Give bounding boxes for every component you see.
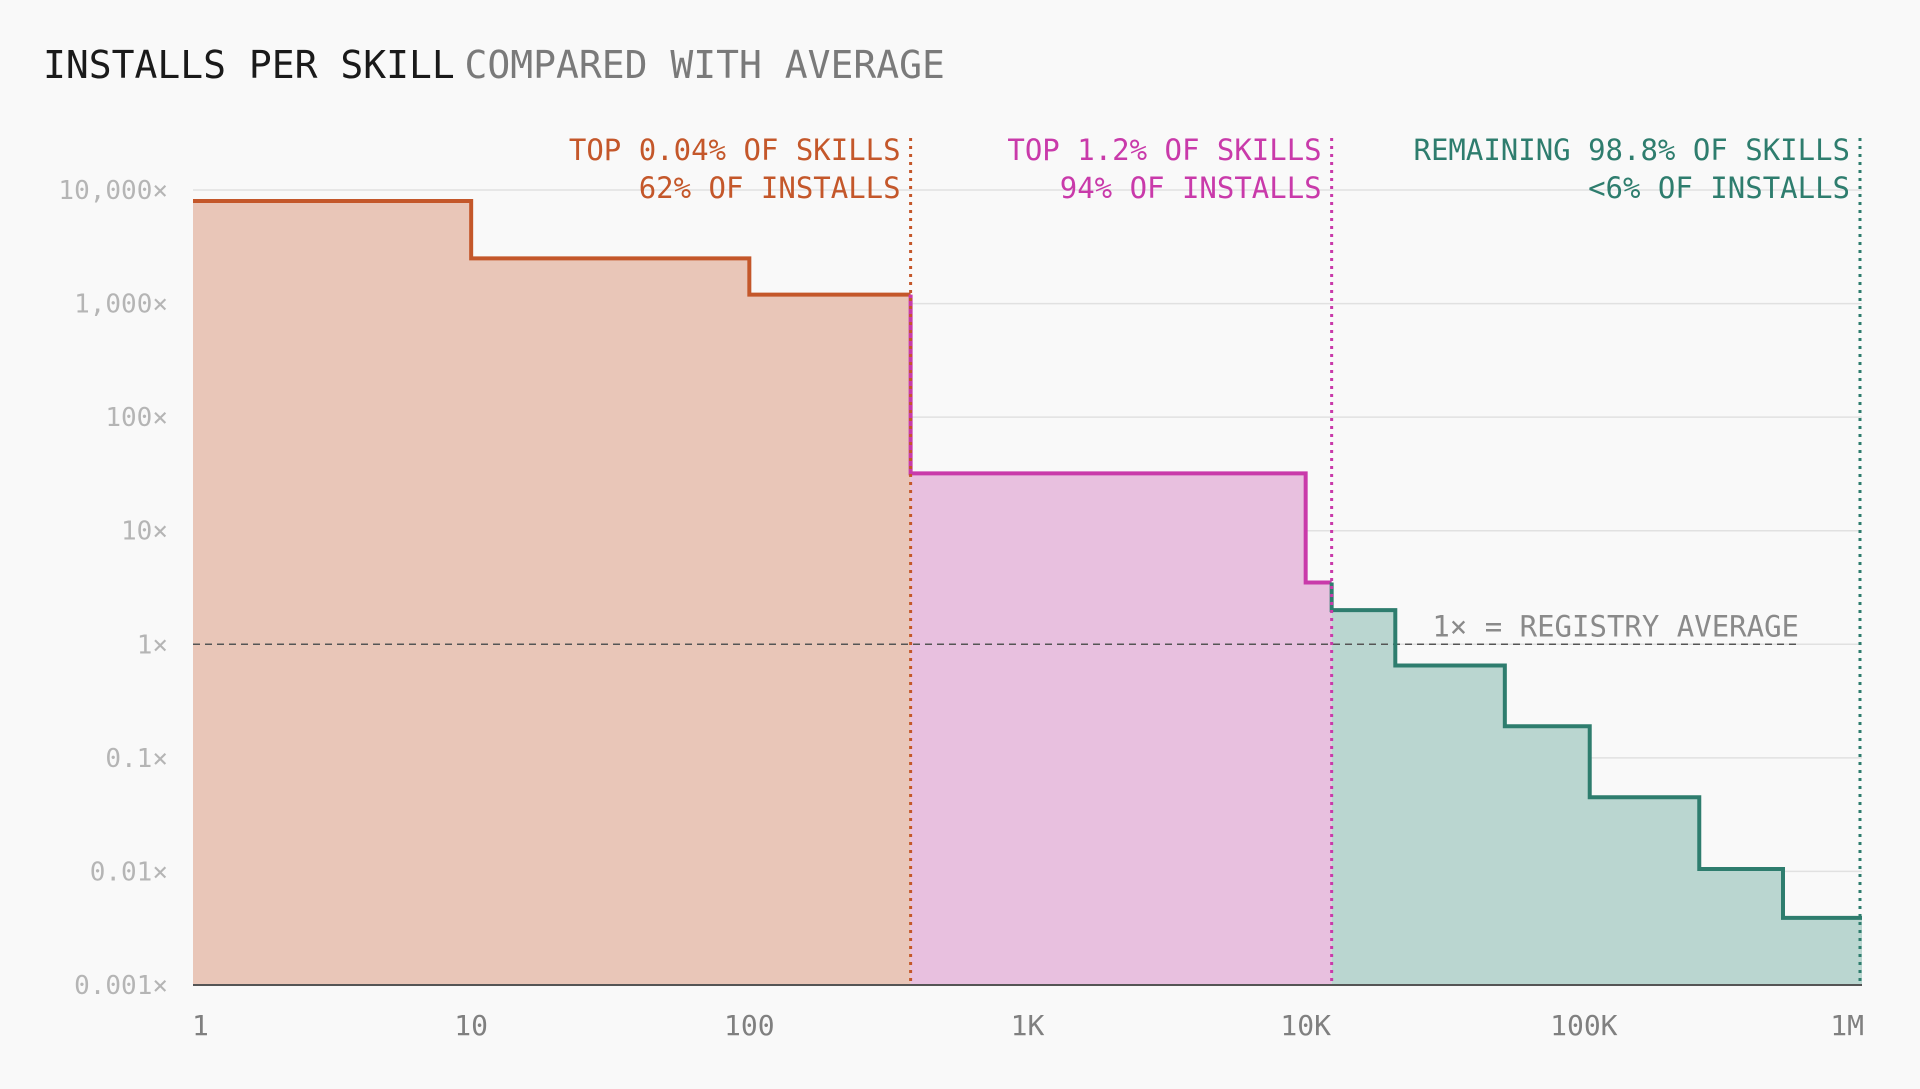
y-tick-label: 10,000× bbox=[58, 176, 168, 206]
area-fills bbox=[193, 201, 1862, 985]
chart-title: INSTALLS PER SKILL COMPARED WITH AVERAGE bbox=[43, 43, 945, 87]
chart-title-sub: COMPARED WITH AVERAGE bbox=[464, 43, 944, 87]
step-line bbox=[1329, 582, 1862, 920]
segment-label-line1: TOP 1.2% OF SKILLS bbox=[1007, 133, 1321, 167]
step-line bbox=[908, 294, 1332, 585]
y-tick-label: 0.1× bbox=[105, 744, 168, 774]
segment-label-line2: 62% OF INSTALLS bbox=[639, 171, 901, 205]
y-tick-label: 1× bbox=[137, 630, 168, 660]
y-tick-label: 0.001× bbox=[74, 971, 168, 1001]
area-fill bbox=[910, 473, 1332, 985]
x-tick-label: 1M bbox=[1830, 1009, 1864, 1042]
segment-labels: TOP 0.04% OF SKILLS 62% OF INSTALLS TOP 1.… bbox=[569, 133, 1850, 205]
y-tick-label: 1,000× bbox=[74, 290, 168, 320]
segment-boundaries bbox=[909, 138, 1862, 985]
x-tick-label: 1 bbox=[192, 1009, 209, 1042]
segment-label-line1: REMAINING 98.8% OF SKILLS bbox=[1414, 133, 1851, 167]
step-line bbox=[193, 199, 911, 297]
reference-line-label: 1× = REGISTRY AVERAGE bbox=[1432, 609, 1799, 643]
segment-label-line2: 94% OF INSTALLS bbox=[1060, 171, 1322, 205]
segment-label-line2: <6% OF INSTALLS bbox=[1588, 171, 1850, 205]
x-tick-label: 10 bbox=[454, 1009, 488, 1042]
step-lines bbox=[193, 199, 1862, 920]
x-tick-label: 100 bbox=[724, 1009, 775, 1042]
segment-label-line1: TOP 0.04% OF SKILLS bbox=[569, 133, 901, 167]
y-tick-label: 10× bbox=[121, 517, 168, 547]
axes: 10,000× 1,000× 100× 10× 1× 0.1× 0.01× 0.001× 1 10… bbox=[58, 176, 1864, 1042]
area-fill bbox=[193, 201, 911, 985]
y-tick-label: 0.01× bbox=[90, 857, 168, 887]
x-tick-label: 1K bbox=[1011, 1009, 1045, 1042]
reference-line-group: 1× = REGISTRY AVERAGE bbox=[193, 609, 1800, 646]
x-tick-label: 100K bbox=[1550, 1009, 1618, 1042]
y-tick-label: 100× bbox=[105, 403, 168, 433]
x-tick-label: 10K bbox=[1280, 1009, 1331, 1042]
chart-title-main: INSTALLS PER SKILL bbox=[43, 43, 455, 87]
